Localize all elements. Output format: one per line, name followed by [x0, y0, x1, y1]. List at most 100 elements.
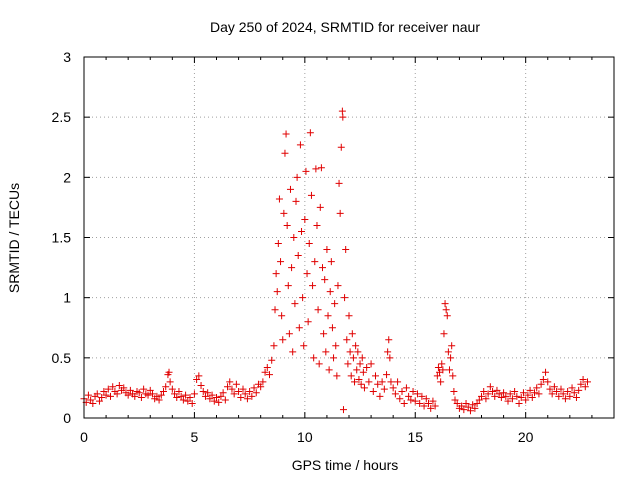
- data-point: [315, 360, 323, 368]
- data-point: [323, 246, 331, 254]
- y-tick-label: 2: [63, 169, 71, 185]
- data-point: [504, 397, 512, 405]
- y-tick-label: 1: [63, 290, 71, 306]
- data-point: [336, 209, 344, 217]
- data-point: [422, 395, 430, 403]
- data-point: [391, 390, 399, 398]
- data-point: [495, 390, 503, 398]
- data-point: [186, 394, 194, 402]
- data-point: [544, 378, 552, 386]
- data-point: [378, 378, 386, 386]
- data-point: [188, 400, 196, 408]
- data-point: [286, 185, 294, 193]
- data-point: [553, 388, 561, 396]
- data-point: [493, 386, 501, 394]
- data-point: [386, 354, 394, 362]
- data-point: [332, 342, 340, 350]
- data-point: [293, 173, 301, 181]
- data-point: [367, 360, 375, 368]
- data-point: [248, 392, 256, 400]
- data-point: [241, 390, 249, 398]
- data-point: [508, 395, 516, 403]
- data-point: [559, 390, 567, 398]
- y-axis-label: SRMTID / TECUs: [6, 183, 22, 293]
- data-point: [437, 378, 445, 386]
- data-point: [195, 372, 203, 380]
- data-point: [162, 383, 170, 391]
- data-point: [312, 165, 320, 173]
- data-point: [299, 294, 307, 302]
- data-point: [352, 342, 360, 350]
- data-point: [469, 401, 477, 409]
- data-point: [409, 388, 417, 396]
- data-point: [302, 167, 310, 175]
- data-point: [272, 270, 280, 278]
- x-tick-label: 20: [518, 429, 534, 445]
- data-point: [137, 394, 145, 402]
- data-point: [107, 392, 114, 400]
- data-point: [278, 312, 286, 320]
- data-point: [374, 380, 382, 388]
- data-point: [566, 392, 574, 400]
- data-point: [93, 390, 101, 398]
- data-point: [291, 300, 299, 308]
- data-point: [561, 395, 569, 403]
- y-tick-label: 2.5: [52, 109, 72, 125]
- data-point: [354, 348, 362, 356]
- data-point: [208, 391, 216, 399]
- data-point: [342, 246, 350, 254]
- chart-title: Day 250 of 2024, SRMTID for receiver nau…: [210, 19, 480, 35]
- data-point: [486, 383, 494, 391]
- data-point: [87, 396, 95, 404]
- data-point: [462, 400, 470, 408]
- data-point: [199, 388, 207, 396]
- data-point: [348, 330, 356, 338]
- y-tick-label: 1.5: [52, 230, 72, 246]
- data-point: [98, 394, 106, 402]
- data-point: [358, 354, 366, 362]
- x-tick-label: 0: [80, 429, 88, 445]
- data-point: [445, 366, 453, 374]
- data-point: [235, 388, 243, 396]
- data-point: [568, 384, 576, 392]
- data-point: [451, 396, 459, 404]
- data-point: [372, 372, 379, 380]
- data-point: [349, 354, 357, 362]
- data-point: [317, 164, 325, 172]
- data-point: [453, 400, 461, 408]
- data-point: [357, 380, 365, 388]
- data-point: [324, 312, 332, 320]
- data-point: [471, 404, 479, 412]
- data-point: [506, 390, 514, 398]
- data-point: [441, 300, 449, 308]
- data-point: [303, 270, 311, 278]
- data-point: [95, 397, 103, 405]
- data-point: [252, 389, 260, 397]
- data-point: [439, 366, 447, 374]
- data-point: [339, 406, 347, 414]
- data-point: [274, 240, 282, 248]
- data-point: [144, 391, 152, 399]
- data-point: [339, 113, 347, 121]
- data-point: [228, 385, 236, 393]
- data-point: [270, 342, 278, 350]
- data-point: [365, 378, 373, 386]
- data-point: [557, 385, 565, 393]
- data-point: [429, 397, 437, 405]
- data-point: [402, 384, 410, 392]
- data-point: [309, 282, 317, 290]
- data-point: [396, 395, 404, 403]
- data-point: [383, 371, 391, 379]
- data-point: [166, 378, 174, 386]
- axis-ticks: [83, 56, 615, 419]
- data-point: [301, 215, 309, 223]
- data-point: [232, 380, 240, 388]
- data-point: [250, 384, 258, 392]
- data-point: [418, 392, 426, 400]
- data-point: [157, 391, 165, 399]
- y-tick-labels: 0 0.5 1 1.5 2 2.5 3: [52, 49, 72, 426]
- data-point: [515, 400, 523, 408]
- x-tick-label: 15: [407, 429, 423, 445]
- data-point: [535, 390, 543, 398]
- data-point: [438, 360, 446, 368]
